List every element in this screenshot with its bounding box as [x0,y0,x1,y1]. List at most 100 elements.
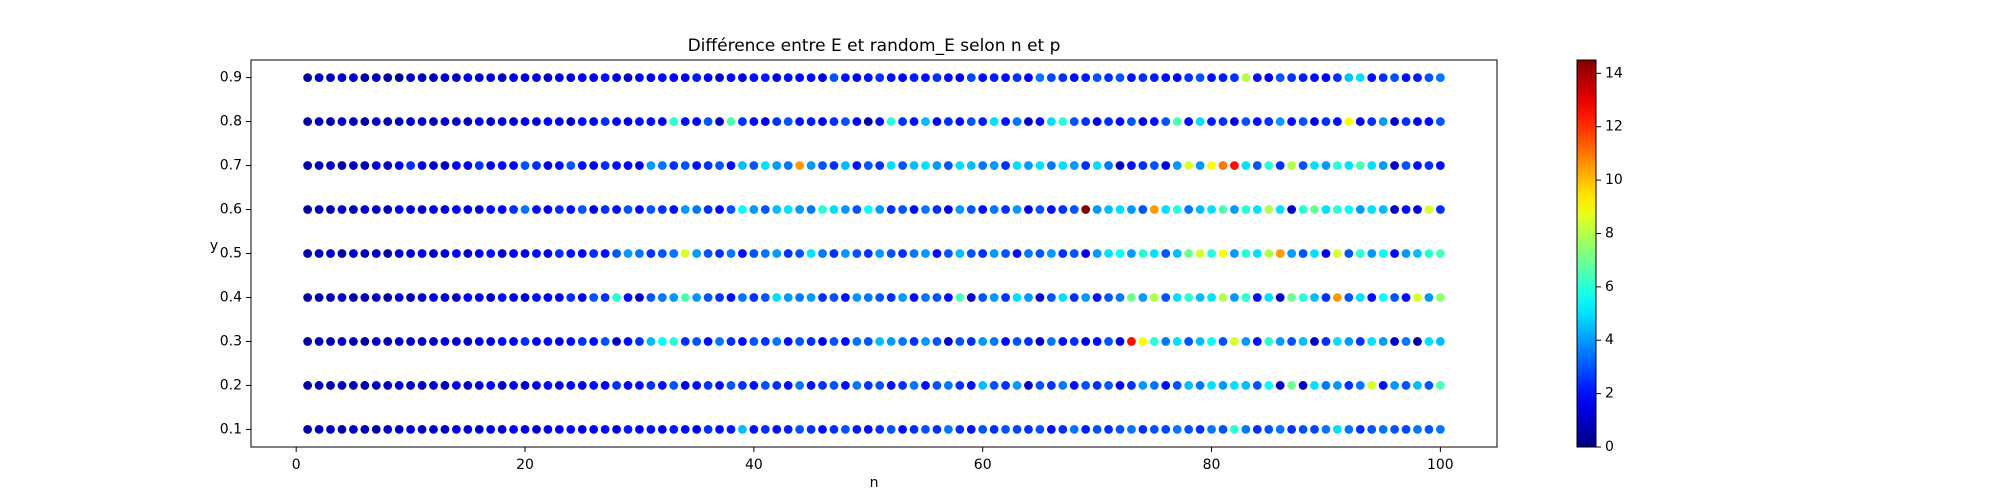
point [886,73,896,82]
point [1321,381,1331,390]
point [566,249,576,258]
point [772,337,782,346]
point [1104,73,1113,82]
point [1024,73,1033,82]
point [532,381,541,390]
point [383,205,393,214]
point [360,73,370,82]
x-tick-label: 80 [1203,457,1221,473]
point [1310,249,1319,258]
point [1275,205,1285,214]
point [440,117,450,126]
point [600,161,610,170]
point [326,161,335,170]
point [726,73,736,82]
point [829,117,839,126]
point [875,337,885,346]
point [657,117,667,126]
point [1115,161,1125,170]
point [806,337,816,346]
point [429,293,438,302]
point [669,73,679,82]
point [909,293,919,302]
point [966,425,976,434]
point [451,117,461,126]
point [898,249,908,258]
point [1252,205,1262,214]
point [451,337,461,346]
point [314,205,324,214]
point [429,73,438,82]
point [921,249,930,258]
point [303,161,313,170]
point [1207,425,1216,434]
point [1012,117,1022,126]
point [623,381,633,390]
point [1413,205,1422,214]
point [394,161,404,170]
point [852,381,862,390]
point [1367,337,1377,346]
point [1001,73,1010,82]
point [1367,205,1377,214]
point [1298,425,1308,434]
point [566,205,576,214]
point [1378,425,1388,434]
point [955,425,965,434]
point [406,337,416,346]
point [1058,73,1068,82]
point [326,425,335,434]
point [394,293,404,302]
point [1104,161,1113,170]
point [337,381,347,390]
point [760,425,770,434]
point [840,161,850,170]
point [852,249,862,258]
point [1230,117,1239,126]
point [715,381,724,390]
point [1138,205,1148,214]
point [532,249,541,258]
point [1344,73,1354,82]
point [669,293,679,302]
point [1218,425,1228,434]
point [1218,117,1228,126]
point [406,381,416,390]
point [1195,249,1205,258]
point [1092,337,1102,346]
point [1184,73,1194,82]
point [463,425,473,434]
point [783,381,793,390]
point [1298,293,1308,302]
y-tick-label: 0.5 [220,246,242,262]
point [520,293,530,302]
point [1184,293,1194,302]
point [1127,73,1136,82]
point [1092,425,1102,434]
y-tick-label: 0.3 [220,333,242,349]
point [726,425,736,434]
point [429,205,438,214]
point [1321,117,1331,126]
point [1069,161,1079,170]
point [635,205,644,214]
point [349,425,358,434]
point [554,205,564,214]
point [577,337,587,346]
point [417,205,427,214]
point [692,205,702,214]
point [715,337,724,346]
point [715,293,724,302]
point [1207,161,1216,170]
point [543,293,553,302]
point [451,73,461,82]
point [829,293,839,302]
point [863,425,873,434]
point [1401,337,1411,346]
point [1321,205,1331,214]
point [1024,381,1033,390]
point [966,117,976,126]
point [1321,73,1331,82]
point [1252,73,1262,82]
point [1218,73,1228,82]
